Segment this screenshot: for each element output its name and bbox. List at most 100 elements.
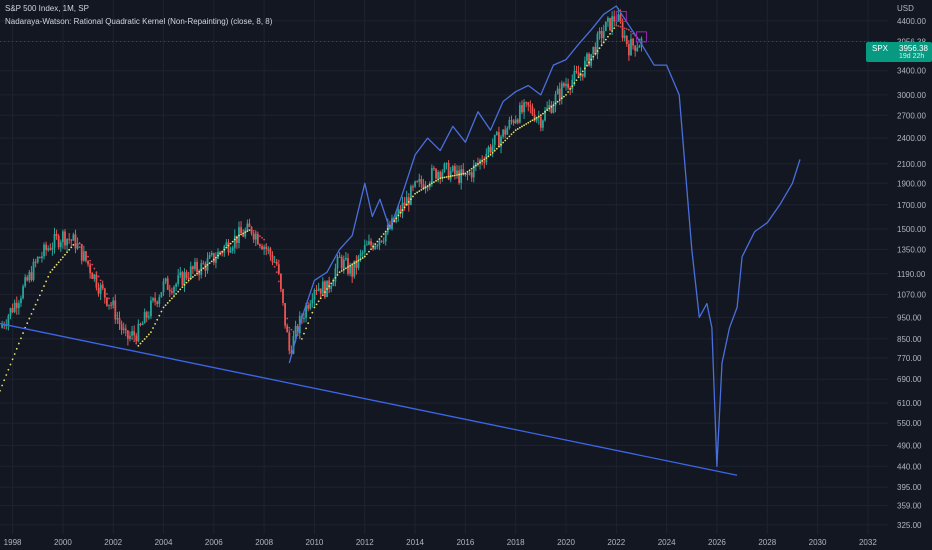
kernel-dot-18: [36, 299, 39, 301]
candle-body-93: [196, 261, 198, 272]
candle-body-31: [66, 238, 68, 246]
candle-body-163: [342, 259, 345, 269]
kernel-dot-194: [405, 203, 408, 206]
kernel-dot-238: [498, 145, 500, 148]
kernel-dot-193: [403, 206, 406, 209]
y-tick-label-21: 395.00: [897, 483, 922, 492]
candle-body-297: [623, 35, 626, 38]
kernel-dot-165: [344, 267, 347, 270]
kernel-dot-67: [139, 342, 142, 345]
candle-body-112: [235, 235, 238, 244]
candle-body-51: [108, 304, 110, 306]
candle-body-94: [198, 271, 201, 275]
chart-title[interactable]: S&P 500 Index, 1M, SP: [5, 4, 89, 13]
candle-body-52: [110, 304, 113, 306]
kernel-dot-23: [47, 275, 50, 278]
candle-body-57: [120, 323, 123, 330]
kernel-dot-0: [0, 389, 1, 392]
candle-body-180: [378, 240, 381, 246]
candle-body-160: [336, 256, 339, 269]
kernel-dot-50: [103, 288, 106, 291]
x-tick-label-8: 2014: [406, 538, 424, 547]
kernel-dot-246: [514, 129, 517, 132]
candle-body-146: [307, 305, 310, 309]
candle-body-212: [445, 162, 448, 164]
candle-body-158: [332, 281, 335, 286]
candle-body-86: [181, 272, 184, 286]
candle-body-153: [321, 281, 324, 294]
kernel-dot-269: [563, 95, 565, 98]
candle-body-236: [495, 132, 498, 135]
candle-body-291: [611, 16, 614, 31]
kernel-dot-197: [412, 195, 414, 198]
kernel-dot-42: [87, 255, 89, 258]
kernel-dot-115: [240, 233, 242, 236]
kernel-dot-64: [133, 340, 136, 343]
candle-body-152: [319, 288, 322, 294]
candle-body-5: [11, 308, 14, 313]
kernel-dot-45: [93, 267, 96, 270]
kernel-dot-275: [575, 79, 578, 82]
candle-body-166: [349, 264, 351, 274]
y-tick-label-10: 1350.00: [897, 245, 926, 254]
candle-body-172: [361, 252, 364, 254]
kernel-dot-228: [477, 163, 479, 166]
kernel-dot-147: [307, 322, 310, 325]
candle-body-96: [202, 263, 205, 265]
candle-body-299: [627, 43, 630, 56]
kernel-dot-19: [38, 294, 41, 297]
kernel-dot-94: [196, 272, 198, 275]
kernel-dot-156: [326, 288, 328, 290]
candle-body-110: [231, 247, 234, 251]
candle-body-114: [240, 227, 242, 234]
candle-body-139: [292, 336, 295, 354]
indicator-legend[interactable]: Nadaraya-Watson: Rational Quadratic Kern…: [5, 17, 273, 26]
candle-body-144: [303, 317, 305, 319]
kernel-dot-235: [491, 151, 494, 154]
candle-body-233: [489, 147, 492, 153]
candle-body-43: [91, 273, 94, 279]
kernel-dot-100: [208, 262, 211, 265]
kernel-dot-231: [483, 158, 486, 161]
kernel-dot-146: [305, 327, 307, 330]
kernel-dot-273: [571, 85, 574, 87]
candle-body-117: [246, 223, 249, 231]
price-tag-symbol: SPX: [872, 44, 889, 53]
candle-body-207: [435, 168, 437, 179]
kernel-dot-49: [101, 284, 104, 286]
candle-body-83: [175, 283, 177, 287]
candle-body-81: [170, 291, 173, 293]
kernel-dot-158: [330, 282, 333, 285]
y-tick-label-13: 950.00: [897, 313, 922, 322]
kernel-dot-301: [630, 30, 632, 33]
kernel-dot-195: [407, 201, 410, 203]
kernel-dot-252: [527, 121, 530, 124]
kernel-dot-149: [311, 311, 314, 314]
kernel-dot-203: [424, 186, 427, 189]
kernel-dot-265: [554, 102, 557, 105]
kernel-dot-163: [340, 269, 343, 272]
kernel-dot-262: [548, 107, 551, 110]
kernel-dot-242: [506, 137, 509, 140]
candle-body-107: [225, 242, 228, 247]
candle-body-274: [575, 71, 578, 73]
candle-body-89: [187, 278, 190, 280]
kernel-dot-267: [558, 99, 561, 101]
kernel-dot-173: [361, 257, 364, 259]
x-tick-label-7: 2012: [356, 538, 374, 547]
marker-box-0: [615, 10, 627, 22]
kernel-dot-184: [384, 230, 387, 233]
kernel-dot-271: [567, 91, 570, 93]
candle-body-156: [328, 280, 331, 289]
x-tick-label-15: 2028: [758, 538, 776, 547]
candle-body-266: [558, 88, 561, 99]
kernel-dot-86: [179, 288, 182, 291]
candle-body-120: [252, 233, 255, 240]
candle-body-104: [219, 251, 222, 253]
kernel-dot-239: [500, 143, 502, 146]
kernel-dot-113: [235, 236, 238, 239]
candle-body-252: [529, 105, 532, 107]
candle-body-55: [116, 317, 119, 320]
candle-body-173: [363, 245, 366, 253]
